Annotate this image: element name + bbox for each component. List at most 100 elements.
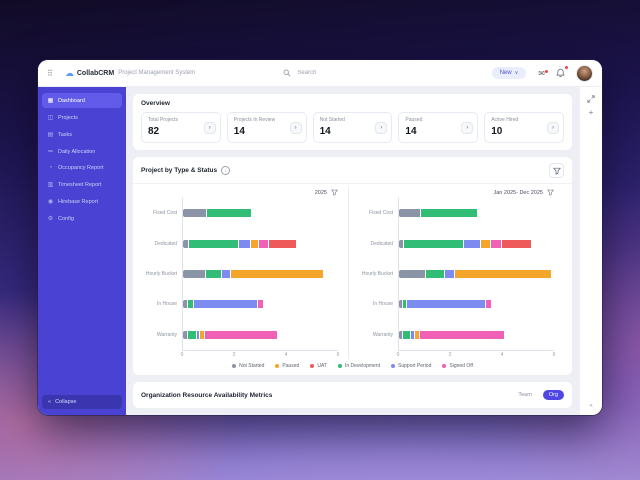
stat-arrow-button[interactable]: › xyxy=(375,121,388,134)
chart-filter-row: 2025 xyxy=(143,189,338,196)
chevron-right-icon: › xyxy=(294,124,297,131)
legend-dot-icon xyxy=(442,364,447,368)
bar-segment xyxy=(183,300,187,309)
stat-arrow-button[interactable]: › xyxy=(289,121,302,134)
messages-button[interactable]: ✉ xyxy=(538,70,548,78)
legend-item[interactable]: In Development xyxy=(337,363,381,369)
mail-icon: ✉ xyxy=(538,69,545,78)
category-label: Fixed Cost xyxy=(369,210,393,217)
x-tick-label: 4 xyxy=(284,352,288,358)
bar-segment xyxy=(183,209,207,218)
chart-filter-label: 2025 xyxy=(314,189,327,196)
messages-badge xyxy=(544,70,548,73)
sidebar-item-dashboard[interactable]: ▦ Dashboard xyxy=(42,93,122,108)
bar-row: In House xyxy=(143,289,338,320)
legend-label: Signed Off xyxy=(449,363,473,369)
chevron-right-icon: › xyxy=(208,124,211,131)
bar-segment xyxy=(205,330,278,339)
bar-segment xyxy=(399,209,420,218)
occupancy-report-icon: ◔ xyxy=(48,165,53,171)
chart-legend: Not Started Paused UAT In Development Suppor… xyxy=(141,359,564,371)
legend-label: Paused xyxy=(282,363,300,369)
legend-item[interactable]: Support Period xyxy=(391,363,431,369)
stat-arrow-button[interactable]: › xyxy=(546,121,559,134)
legend-label: In Development xyxy=(344,363,381,369)
bar-segment xyxy=(399,270,425,279)
chart-panel-date-range: Jan 2025- Dec 2025 Fixed Cost Dedicated Ho… xyxy=(348,187,564,359)
notifications-button[interactable] xyxy=(556,66,568,78)
bar-stack xyxy=(183,209,338,218)
stat-value: 82 xyxy=(148,126,160,137)
bar-segment xyxy=(420,209,478,218)
bar-track xyxy=(398,258,554,290)
x-tick-label: 6 xyxy=(552,352,556,358)
bar-track xyxy=(398,228,554,259)
sidebar-item-timesheet-report[interactable]: ▥ Timesheet Report xyxy=(42,177,122,192)
new-button[interactable]: New ∨ xyxy=(491,67,527,79)
legend-dot-icon xyxy=(232,364,237,368)
bar-segment xyxy=(490,239,502,248)
bar-segment xyxy=(425,270,444,279)
sidebar-item-projects[interactable]: ◫ Projects xyxy=(42,110,122,125)
stat-card-projects-in-review: Projects In Review 14 › xyxy=(226,112,307,143)
stat-arrow-button[interactable]: › xyxy=(461,121,474,134)
sidebar-item-hirebase-report[interactable]: ◉ Hirebase Report xyxy=(42,194,122,209)
sidebar-item-label: Timesheet Report xyxy=(58,181,102,188)
search-box[interactable] xyxy=(283,69,403,77)
bar-segment xyxy=(454,270,551,279)
sidebar-item-occupancy-report[interactable]: ◔ Occupancy Report xyxy=(42,161,122,175)
stat-card-active-hired: Active Hired 10 › xyxy=(484,112,564,143)
x-tick-label: 6 xyxy=(336,352,340,358)
dashboard-icon: ▦ xyxy=(47,98,54,104)
bar-segment xyxy=(402,330,411,339)
stat-arrow-button[interactable]: › xyxy=(203,121,216,134)
funnel-icon xyxy=(547,189,554,196)
bar-track xyxy=(182,289,338,320)
expand-icon[interactable] xyxy=(587,95,595,103)
filter-button[interactable] xyxy=(549,163,564,178)
bar-segment xyxy=(258,300,264,309)
project-card-title: Project by Type & Status xyxy=(141,167,218,174)
search-input[interactable] xyxy=(295,69,400,77)
bar-segment xyxy=(187,300,194,309)
sidebar-collapse-button[interactable]: « Collapse xyxy=(42,395,122,409)
user-avatar[interactable] xyxy=(575,64,593,82)
legend-item[interactable]: UAT xyxy=(310,363,327,369)
rail-collapse-icon[interactable]: « xyxy=(589,403,593,409)
bar-segment xyxy=(189,239,239,248)
stats-row: Total Projects 82 › Projects In Review 1… xyxy=(141,112,564,143)
stat-card-total-projects: Total Projects 82 › xyxy=(141,112,221,143)
legend-item[interactable]: Not Started xyxy=(232,363,264,369)
notifications-badge xyxy=(564,66,568,69)
bar-track xyxy=(398,289,554,320)
stat-value: 14 xyxy=(319,126,331,137)
bar-segment xyxy=(183,270,205,279)
legend-item[interactable]: Signed Off xyxy=(442,363,473,369)
sidebar-item-tasks[interactable]: ▤ Tasks xyxy=(42,127,122,142)
sidebar-item-daily-allocation[interactable]: ≔ Daily Allocation xyxy=(42,144,122,159)
toggle-option-team[interactable]: Team xyxy=(518,392,532,398)
sidebar-item-label: Hirebase Report xyxy=(58,198,99,205)
bar-row: In House xyxy=(359,289,554,320)
info-icon[interactable]: i xyxy=(221,166,231,175)
sidebar-item-config[interactable]: ⚙ Config xyxy=(42,211,122,226)
toggle-option-org[interactable]: Org xyxy=(542,390,564,400)
team-org-toggle: Team Org xyxy=(512,390,564,400)
legend-item[interactable]: Paused xyxy=(275,363,299,369)
category-label: Dedicated xyxy=(370,240,393,247)
bar-stack xyxy=(399,270,554,279)
bar-stack xyxy=(183,270,338,279)
legend-label: Not Started xyxy=(239,363,265,369)
bar-segment xyxy=(239,239,250,248)
filter-icon[interactable] xyxy=(547,189,554,196)
stat-label: Total Projects xyxy=(148,117,179,123)
chart-panel-year: 2025 Fixed Cost Dedicated Hourly Bucket In … xyxy=(141,187,348,359)
app-grid-icon[interactable]: ⠿ xyxy=(47,68,53,78)
sidebar-item-label: Daily Allocation xyxy=(58,148,96,155)
bar-track xyxy=(182,258,338,290)
legend-dot-icon xyxy=(275,364,280,368)
projects-icon: ◫ xyxy=(47,115,54,121)
stat-label: Active Hired xyxy=(491,117,519,123)
stat-label: Not Started xyxy=(319,117,345,123)
filter-icon[interactable] xyxy=(331,189,338,196)
